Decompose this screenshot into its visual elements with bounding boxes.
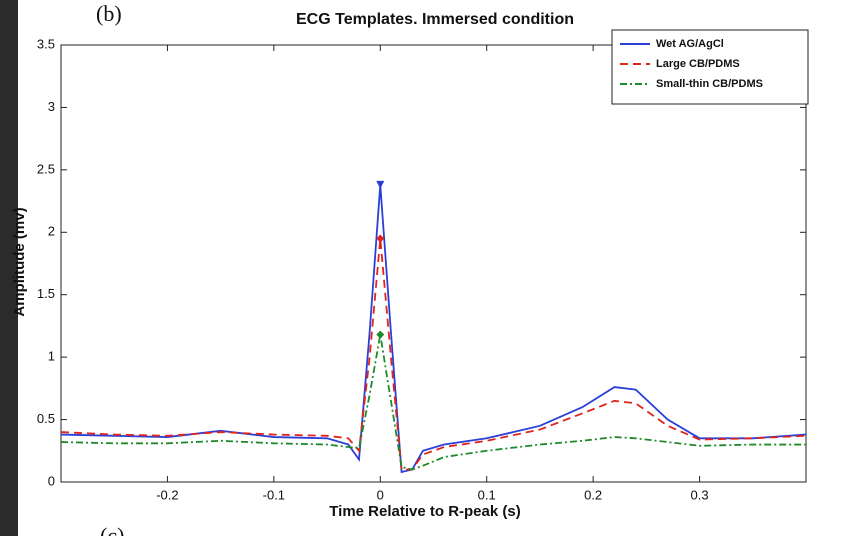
y-tick-label: 2 [48,224,55,239]
slide-background [0,0,18,536]
y-tick-label: 0 [48,473,55,488]
y-axis-label: Amplitude (mv) [11,207,28,316]
y-tick-label: 3 [48,99,55,114]
y-tick-label: 3.5 [37,36,55,51]
x-axis-label: Time Relative to R-peak (s) [329,503,520,520]
x-tick-label: 0.3 [691,487,709,502]
y-tick-label: 1 [48,349,55,364]
x-tick-label: 0.1 [478,487,496,502]
y-tick-label: 0.5 [37,411,55,426]
next-panel-label: (c) [100,523,124,536]
legend-label: Large CB/PDMS [656,58,740,70]
chart-title: ECG Templates. Immersed condition [296,11,574,28]
peak-marker [376,330,385,339]
peak-marker [376,180,385,189]
series-line [60,184,807,474]
peak-marker [376,234,385,243]
x-tick-label: -0.1 [263,487,285,502]
legend-box [611,29,809,105]
y-tick-label: 2.5 [37,161,55,176]
plot-area [60,44,807,483]
legend-label: Small-thin CB/PDMS [656,78,763,90]
x-tick-label: 0 [377,487,384,502]
x-tick-label: 0.2 [584,487,602,502]
series-line [60,334,806,471]
x-tick-label: -0.2 [156,487,178,502]
panel-label: (b) [96,1,122,26]
series-line [60,238,807,471]
legend-label: Wet AG/AgCl [656,38,724,50]
y-tick-label: 1.5 [37,286,55,301]
